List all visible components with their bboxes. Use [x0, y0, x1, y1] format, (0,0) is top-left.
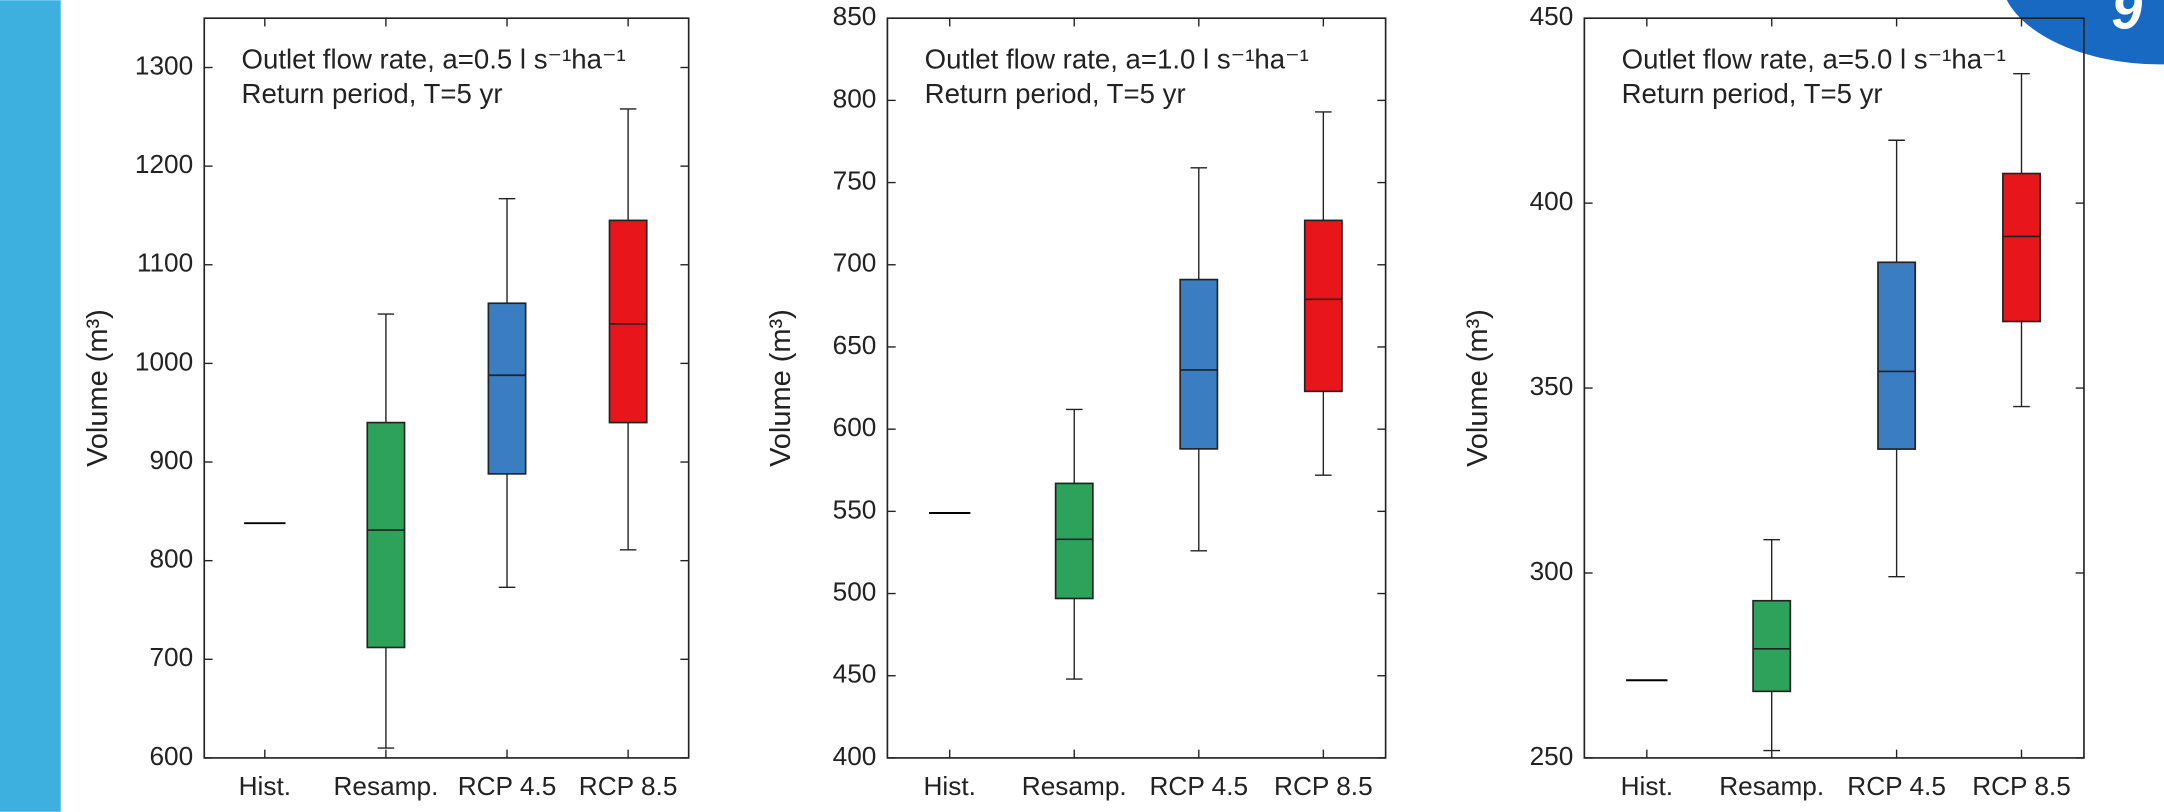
y-tick-label: 700 — [149, 642, 193, 672]
plot-frame — [1583, 17, 2085, 759]
x-tick-label: Hist. — [923, 771, 975, 801]
y-tick-label: 800 — [833, 83, 877, 113]
x-tick-label: Hist. — [239, 771, 291, 801]
x-tick-label: RCP 4.5 — [1847, 771, 1946, 801]
box — [366, 421, 406, 649]
y-tick-label: 650 — [833, 330, 877, 360]
y-tick-label: 400 — [1530, 186, 1574, 216]
y-tick-label: 300 — [1530, 556, 1574, 586]
y-tick-label: 1300 — [135, 50, 193, 80]
x-tick-label: Resamp. — [1719, 771, 1824, 801]
annotation: Outlet flow rate, a=0.5 l s⁻¹ha⁻¹ — [242, 43, 626, 74]
annotation: Return period, T=5 yr — [242, 78, 503, 109]
x-tick-label: RCP 8.5 — [1972, 771, 2071, 801]
y-tick-label: 600 — [149, 741, 193, 771]
y-tick-label: 1000 — [135, 346, 193, 376]
x-tick-label: RCP 8.5 — [1274, 771, 1373, 801]
y-tick-label: 750 — [833, 165, 877, 195]
box — [1877, 261, 1917, 450]
box — [1303, 219, 1343, 393]
box — [1179, 278, 1219, 450]
y-tick-label: 1100 — [137, 248, 193, 278]
box — [608, 219, 648, 424]
badge-text: 9 — [2112, 0, 2143, 41]
annotation: Outlet flow rate, a=5.0 l s⁻¹ha⁻¹ — [1622, 43, 2006, 74]
box — [2002, 172, 2041, 323]
y-tick-label: 500 — [833, 576, 877, 606]
y-tick-label: 900 — [149, 445, 193, 475]
x-tick-label: Resamp. — [333, 771, 438, 801]
y-tick-label: 600 — [833, 412, 877, 442]
box — [1752, 599, 1792, 693]
x-tick-label: RCP 4.5 — [1149, 771, 1248, 801]
plot-frame — [203, 17, 690, 759]
y-tick-label: 350 — [1530, 371, 1574, 401]
y-tick-label: 800 — [149, 544, 193, 574]
y-tick-label: 400 — [833, 741, 877, 771]
y-axis-label: Volume (m³) — [82, 309, 114, 467]
x-tick-label: RCP 4.5 — [458, 771, 557, 801]
x-tick-label: RCP 8.5 — [579, 771, 678, 801]
y-axis-label: Volume (m³) — [765, 309, 797, 467]
y-tick-label: 550 — [833, 494, 877, 524]
side-strip — [0, 0, 61, 812]
y-tick-label: 850 — [833, 1, 877, 31]
box — [1054, 482, 1094, 600]
x-tick-label: Resamp. — [1022, 771, 1127, 801]
y-tick-label: 700 — [833, 248, 877, 278]
annotation: Outlet flow rate, a=1.0 l s⁻¹ha⁻¹ — [925, 43, 1309, 74]
y-axis-label: Volume (m³) — [1462, 309, 1494, 467]
annotation: Return period, T=5 yr — [1622, 78, 1883, 109]
plot-frame — [886, 17, 1387, 759]
y-tick-label: 250 — [1530, 741, 1574, 771]
x-tick-label: Hist. — [1621, 771, 1673, 801]
box — [487, 302, 527, 475]
y-tick-label: 450 — [833, 659, 877, 689]
y-tick-label: 450 — [1530, 1, 1574, 31]
y-tick-label: 1200 — [135, 149, 193, 179]
annotation: Return period, T=5 yr — [925, 78, 1186, 109]
